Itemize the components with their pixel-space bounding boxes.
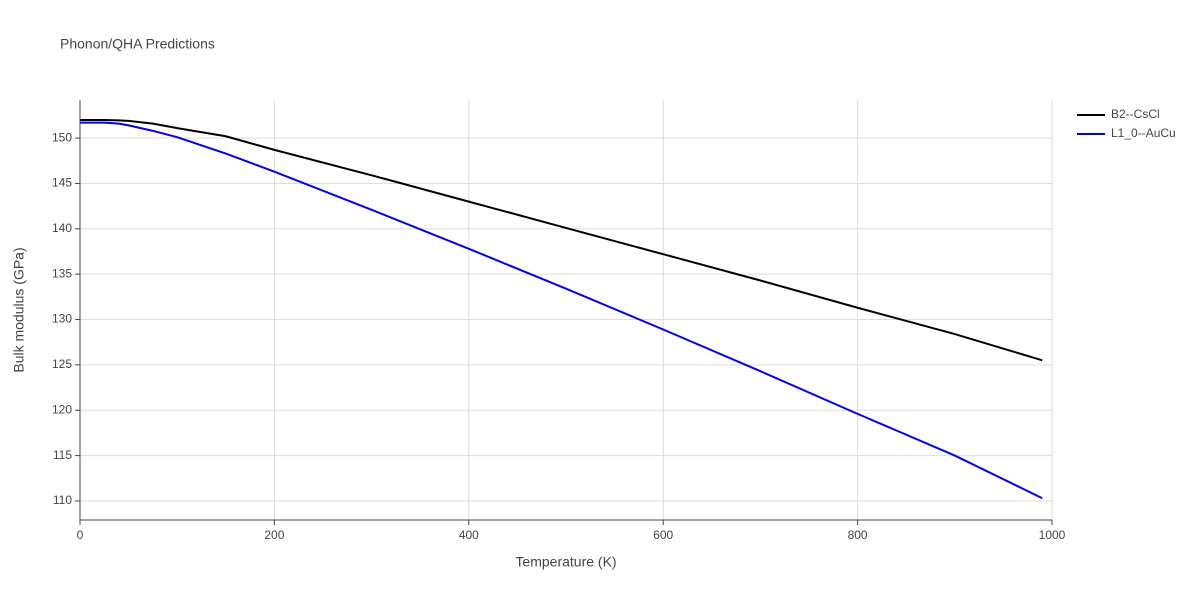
y-tick-label: 150 xyxy=(52,130,72,144)
x-tick-label: 200 xyxy=(264,528,284,542)
chart-title: Phonon/QHA Predictions xyxy=(60,36,215,52)
y-tick-label: 110 xyxy=(53,493,72,507)
line-series xyxy=(80,118,1043,362)
x-tick-label: 0 xyxy=(77,528,84,542)
y-tick-label: 115 xyxy=(53,448,72,462)
y-tick-label: 145 xyxy=(52,176,72,190)
y-tick-label: 125 xyxy=(52,357,72,371)
line-series xyxy=(80,121,1043,500)
y-tick-label: 140 xyxy=(52,221,72,235)
x-tick-label: 800 xyxy=(848,528,868,542)
x-tick-label: 1000 xyxy=(1039,528,1066,542)
x-axis-label: Temperature (K) xyxy=(515,554,616,570)
legend-label: L1_0--AuCu xyxy=(1111,126,1176,140)
y-tick-label: 120 xyxy=(52,402,72,416)
legend-label: B2--CsCl xyxy=(1111,107,1160,121)
x-tick-label: 600 xyxy=(653,528,673,542)
x-tick-label: 400 xyxy=(459,528,479,542)
y-axis-label: Bulk modulus (GPa) xyxy=(11,247,27,372)
y-tick-label: 135 xyxy=(52,266,72,280)
y-tick-label: 130 xyxy=(52,312,72,326)
